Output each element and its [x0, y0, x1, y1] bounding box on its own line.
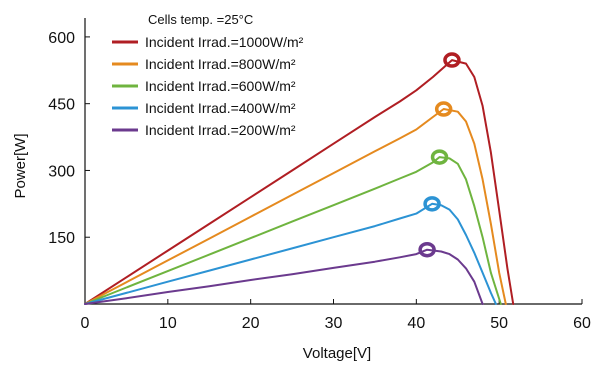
axes: 0 10 20 30 40 50 60 150 300 450 600	[48, 18, 591, 332]
series-line-5	[84, 248, 484, 305]
mpp-marker-1	[443, 52, 461, 68]
y-tick-label: 450	[48, 97, 75, 114]
legend-label-5: Incident Irrad.=200W/m²	[145, 122, 296, 138]
x-tick-label: 20	[242, 315, 260, 332]
mpp-marker-5	[418, 241, 436, 258]
series-line-3	[84, 156, 502, 305]
legend-header: Cells temp. =25°C	[148, 12, 253, 27]
y-tick-label: 600	[48, 30, 75, 47]
mpp-marker-4	[423, 196, 441, 212]
legend-label-1: Incident Irrad.=1000W/m²	[145, 34, 304, 50]
y-tick-label: 150	[48, 230, 75, 247]
mpp-marker-3	[430, 149, 449, 165]
series-line-4	[84, 202, 497, 305]
x-tick-label: 50	[490, 315, 508, 332]
x-tick-label: 30	[325, 315, 343, 332]
legend: Cells temp. =25°C Incident Irrad.=1000W/m…	[112, 12, 304, 138]
legend-label-4: Incident Irrad.=400W/m²	[145, 100, 296, 116]
legend-label-3: Incident Irrad.=600W/m²	[145, 78, 296, 94]
x-tick-label: 10	[159, 315, 177, 332]
x-tick-label: 40	[407, 315, 425, 332]
series-layer	[84, 59, 515, 305]
mpp-marker-layer	[418, 52, 461, 258]
x-axis-label: Voltage[V]	[303, 345, 371, 362]
y-tick-label: 300	[48, 163, 75, 180]
legend-label-2: Incident Irrad.=800W/m²	[145, 56, 296, 72]
y-axis-label: Power[W]	[12, 133, 29, 198]
series-line-1	[84, 59, 515, 305]
x-tick-label: 0	[81, 315, 90, 332]
series-line-2	[84, 108, 507, 305]
mpp-marker-2	[434, 101, 453, 117]
x-tick-label: 60	[573, 315, 591, 332]
